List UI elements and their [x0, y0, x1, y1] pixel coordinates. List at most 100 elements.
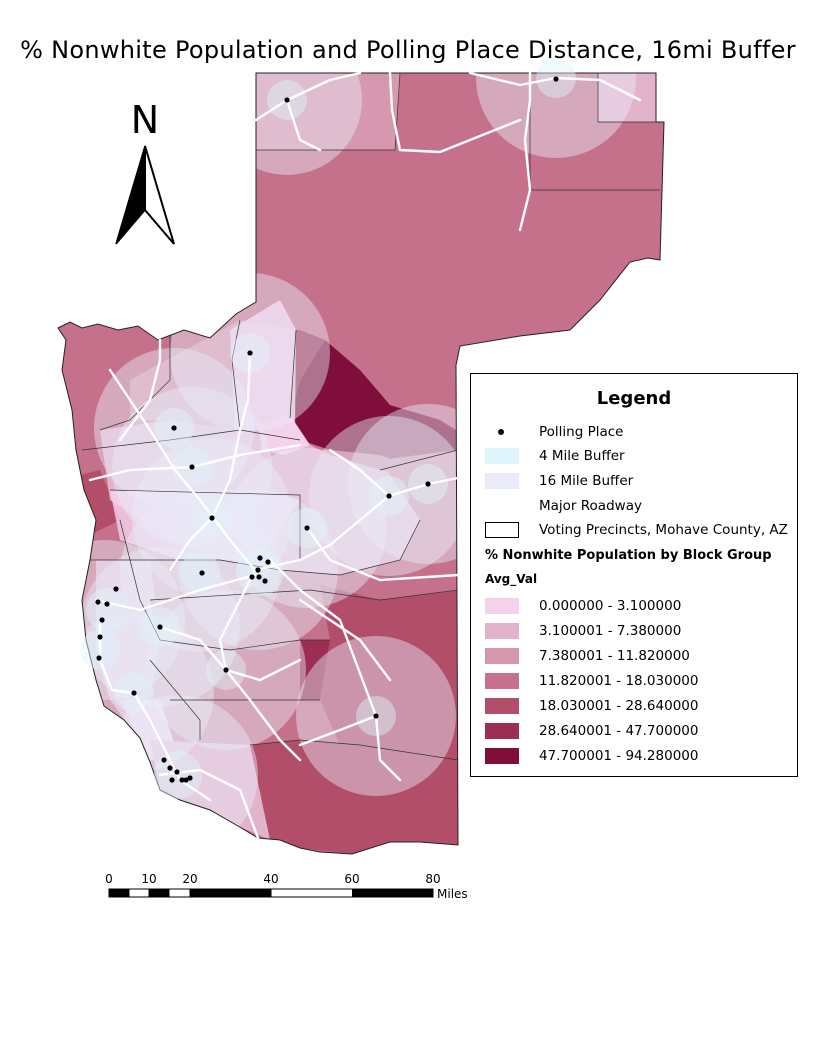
legend-item-label: Voting Precincts, Mohave County, AZ — [539, 522, 788, 538]
block-group-darkest — [290, 340, 456, 470]
polling-place-point[interactable] — [553, 76, 559, 82]
legend-item-label: 16 Mile Buffer — [539, 473, 634, 489]
block-group-ne — [530, 73, 660, 122]
block-group-east — [380, 450, 458, 590]
polling-place-point[interactable] — [199, 570, 205, 576]
precinct-outline-swatch — [485, 522, 519, 538]
class-swatch — [485, 723, 519, 739]
block-group-south-central — [150, 590, 330, 740]
polling-place-symbol — [485, 424, 519, 440]
legend-class-3: 7.380001 - 11.820000 — [485, 647, 690, 665]
roadway-swatch — [485, 498, 519, 514]
polling-place-point[interactable] — [97, 634, 103, 640]
legend-class-label: 18.030001 - 28.640000 — [539, 698, 699, 714]
polling-place-point[interactable] — [113, 586, 119, 592]
polling-place-point[interactable] — [209, 515, 215, 521]
legend-class-label: 28.640001 - 47.700000 — [539, 723, 699, 739]
block-group-lightest-2 — [230, 300, 296, 430]
polling-place-point[interactable] — [247, 350, 253, 356]
polling-place-point[interactable] — [174, 769, 180, 775]
scale-tick-label: 20 — [182, 872, 198, 886]
polling-place-point[interactable] — [249, 574, 255, 580]
buffer-4mi-swatch — [485, 448, 519, 464]
legend-item-roadway: Major Roadway — [485, 497, 642, 515]
legend-class-7: 47.700001 - 94.280000 — [485, 747, 698, 765]
polling-place-point[interactable] — [257, 555, 263, 561]
county-outline — [57, 72, 665, 855]
legend-class-label: 3.100001 - 7.380000 — [539, 623, 682, 639]
legend-class-6: 28.640001 - 47.700000 — [485, 722, 698, 740]
scale-tick-label: 60 — [344, 872, 360, 886]
polling-place-point[interactable] — [104, 601, 110, 607]
legend-class-5: 18.030001 - 28.640000 — [485, 697, 698, 715]
polling-place-point[interactable] — [304, 525, 310, 531]
legend-class-4: 11.820001 - 18.030000 — [485, 672, 698, 690]
scale-tick-label: 80 — [425, 872, 441, 886]
polling-place-point[interactable] — [256, 574, 262, 580]
polling-place-point[interactable] — [95, 599, 101, 605]
polling-place-point[interactable] — [169, 777, 175, 783]
legend-title: Legend — [596, 388, 672, 409]
north-arrow-left-half — [115, 145, 146, 245]
polling-place-point[interactable] — [179, 777, 185, 783]
legend-class-label: 7.380001 - 11.820000 — [539, 648, 690, 664]
north-arrow-right-half — [144, 145, 175, 245]
polling-place-point[interactable] — [157, 624, 163, 630]
legend-class-label: 47.700001 - 94.280000 — [539, 748, 699, 764]
block-group-south — [250, 740, 458, 854]
polling-place-point[interactable] — [189, 464, 195, 470]
buffer-4mi — [86, 588, 130, 632]
polling-place-point[interactable] — [425, 481, 431, 487]
polling-place-point[interactable] — [265, 559, 271, 565]
polling-place-point[interactable] — [373, 713, 379, 719]
legend-item-label: 4 Mile Buffer — [539, 448, 625, 464]
block-group-nw — [256, 73, 400, 150]
block-group-southeast — [320, 585, 458, 760]
scale-tick-label: 0 — [105, 872, 113, 886]
polling-place-point[interactable] — [183, 777, 189, 783]
map-title: % Nonwhite Population and Polling Place … — [20, 36, 796, 64]
polling-place-point[interactable] — [99, 617, 105, 623]
polling-place-point[interactable] — [131, 690, 137, 696]
scale-tick-label: 40 — [263, 872, 279, 886]
polling-place-point[interactable] — [284, 97, 290, 103]
legend-item-label: Major Roadway — [539, 498, 642, 514]
legend-item-16mi-buffer: 16 Mile Buffer — [485, 472, 633, 490]
scale-tick-label: 10 — [141, 872, 157, 886]
legend-class-label: 11.820001 - 18.030000 — [539, 673, 699, 689]
polling-place-point[interactable] — [96, 655, 102, 661]
legend-item-label: Polling Place — [539, 424, 624, 440]
polling-place-layer — [95, 76, 559, 783]
block-group-se-dark — [300, 640, 330, 700]
polling-place-point[interactable] — [187, 775, 193, 781]
block-group-dark — [290, 330, 325, 418]
north-arrow: N — [115, 98, 175, 245]
class-swatch — [485, 598, 519, 614]
block-group-south-tip — [150, 740, 270, 840]
scale-bar — [108, 888, 434, 898]
legend-class-label: 0.000000 - 3.100000 — [539, 598, 682, 614]
polling-place-point[interactable] — [255, 567, 261, 573]
polling-place-point[interactable] — [167, 765, 173, 771]
legend-item-polling-place: Polling Place — [485, 423, 623, 441]
legend-item-4mi-buffer: 4 Mile Buffer — [485, 447, 625, 465]
legend-layer-heading: % Nonwhite Population by Block Group — [485, 548, 772, 563]
polling-place-point[interactable] — [161, 757, 167, 763]
legend-class-2: 3.100001 - 7.380000 — [485, 622, 681, 640]
buffer-16mi-swatch — [485, 473, 519, 489]
legend-field-heading: Avg_Val — [485, 572, 538, 586]
scale-unit-label: Miles — [437, 887, 468, 901]
polling-place-point[interactable] — [171, 425, 177, 431]
legend-class-1: 0.000000 - 3.100000 — [485, 597, 681, 615]
class-swatch — [485, 623, 519, 639]
legend-panel: Legend Polling Place 4 Mile Buffer 16 Mi… — [470, 373, 798, 777]
polling-place-point[interactable] — [262, 578, 268, 584]
class-swatch — [485, 673, 519, 689]
class-swatch — [485, 648, 519, 664]
polling-place-point[interactable] — [223, 667, 229, 673]
class-swatch — [485, 698, 519, 714]
north-arrow-label: N — [131, 98, 159, 142]
class-swatch — [485, 748, 519, 764]
polling-place-point[interactable] — [386, 493, 392, 499]
legend-item-precincts: Voting Precincts, Mohave County, AZ — [485, 521, 788, 539]
